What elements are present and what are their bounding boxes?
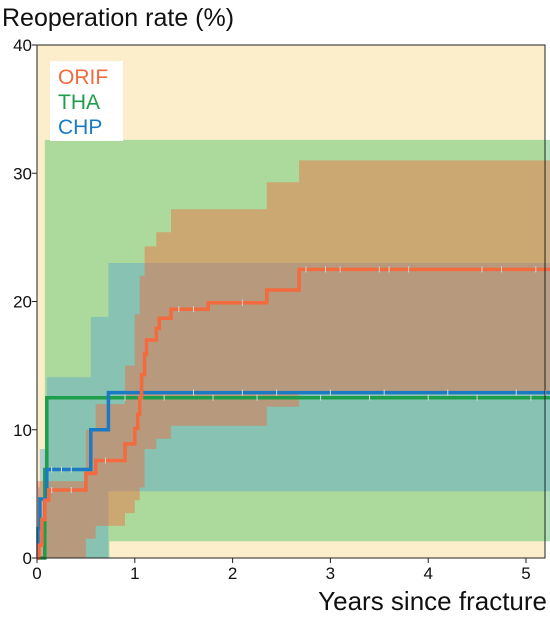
x-tick-label: 4	[423, 564, 432, 583]
band-orif	[37, 160, 550, 558]
axes: 0 10 20 30 40 0 1 2 3 4 5	[13, 36, 546, 583]
censor-marks	[51, 266, 547, 494]
legend-box	[50, 61, 123, 141]
y-tick-label: 40	[13, 36, 32, 55]
legend-label-chp: CHP	[58, 116, 102, 139]
legend: ORIF THA CHP	[50, 61, 123, 141]
y-tick-label: 30	[13, 164, 32, 183]
x-tick-label: 2	[228, 564, 237, 583]
x-tick-label: 5	[521, 564, 530, 583]
line-chp	[36, 390, 550, 560]
y-axis-title: Reoperation rate (%)	[2, 4, 234, 32]
x-tick-label: 0	[32, 564, 41, 583]
legend-label-tha: THA	[58, 91, 100, 114]
confidence-bands	[37, 139, 550, 558]
x-tick-label: 3	[326, 564, 335, 583]
legend-label-orif: ORIF	[58, 66, 108, 89]
band-chp	[37, 263, 550, 558]
y-tick-label: 10	[13, 421, 32, 440]
x-axis-title: Years since fracture	[318, 586, 547, 615]
y-tick-label: 0	[23, 549, 32, 568]
x-tick-label: 1	[130, 564, 139, 583]
y-tick-label: 20	[13, 293, 32, 312]
band-tha	[37, 139, 550, 558]
line-orif	[37, 267, 550, 560]
